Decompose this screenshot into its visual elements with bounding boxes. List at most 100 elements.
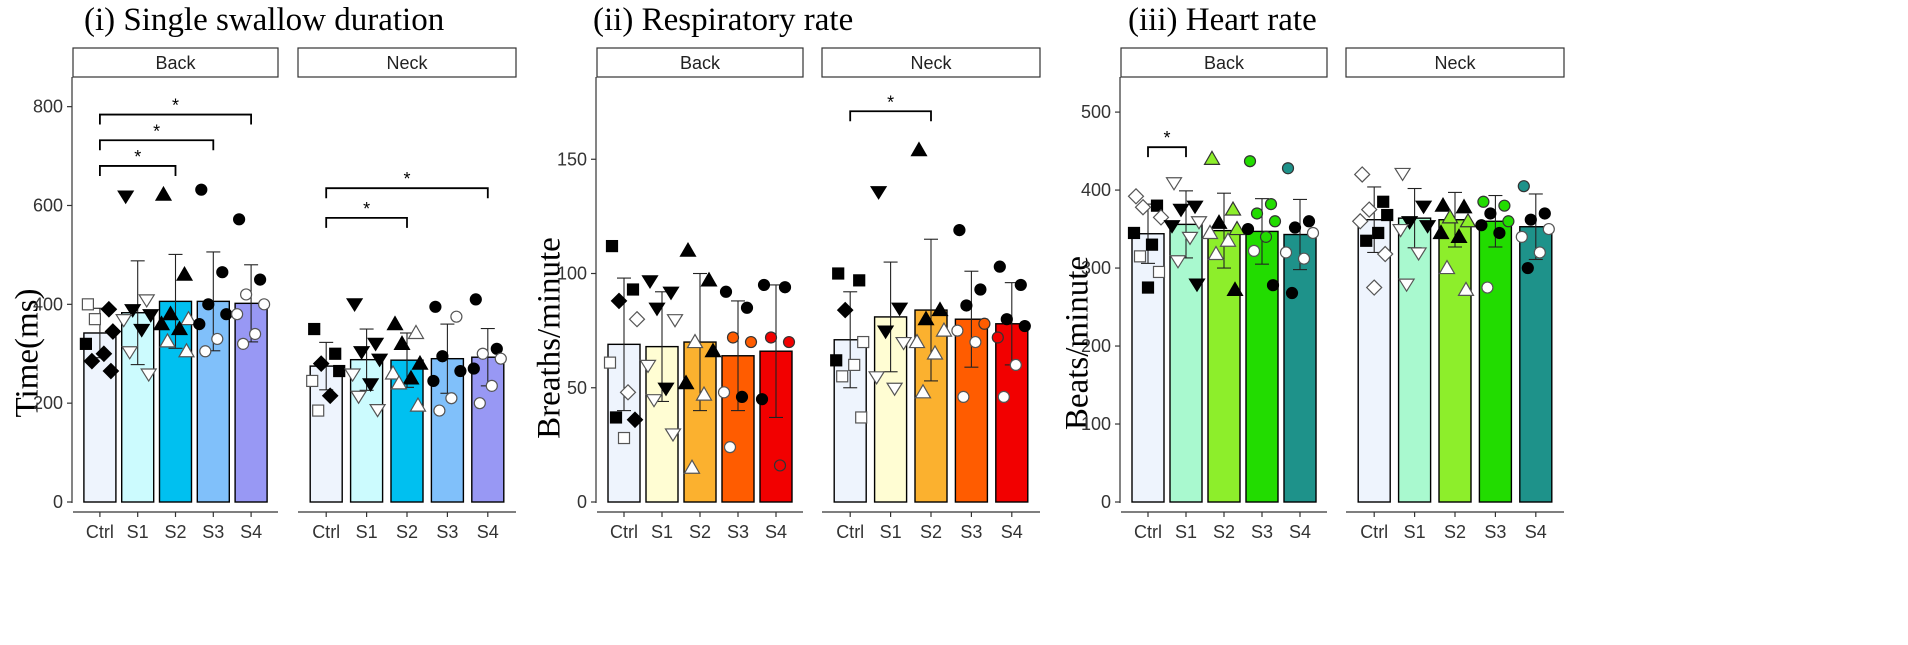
data-point [216,266,229,279]
data-point [454,364,467,378]
bar-ctrl [1131,233,1165,503]
data-point [1493,226,1506,240]
error-bar [883,261,898,373]
data-point [662,286,680,301]
data-point [617,431,631,445]
x-tick-label: S4 [1001,522,1023,542]
y-axis-label: Beats/minute [1060,256,1096,430]
chart-title: (iii) Heart rate [1128,2,1317,38]
data-point [1210,214,1228,229]
data-point [494,352,507,365]
significance-marker: * [153,121,160,141]
data-point [308,322,321,336]
data-point [237,337,250,350]
data-point [154,185,173,201]
data-point [175,265,194,281]
data-point [991,331,1004,344]
data-point [931,301,949,317]
x-tick-label: Ctrl [312,522,340,542]
data-point [740,301,754,314]
data-point [686,333,704,349]
x-tick-label: Ctrl [1360,522,1388,542]
error-bar [1255,198,1269,265]
data-point [1169,255,1187,269]
data-point [773,459,787,472]
data-point [910,141,928,157]
data-point [1351,212,1369,230]
data-point [917,310,935,326]
y-tick-label: 600 [33,195,63,215]
data-point [384,364,402,380]
x-tick-label: S2 [164,522,186,542]
data-point [757,278,771,292]
data-point [1392,223,1410,238]
data-point [138,294,156,309]
facet-strip-label: Neck [910,53,952,73]
y-tick-label: 150 [557,149,587,169]
data-point [836,301,854,319]
data-point [974,283,987,296]
data-point [177,342,196,358]
data-point [1127,187,1145,205]
data-point [312,355,330,372]
data-point [485,379,498,392]
data-point [1247,244,1261,257]
bar-s3 [1245,230,1279,503]
data-point [362,378,380,393]
data-point [645,394,663,408]
x-tick-label: S4 [765,522,787,542]
data-point [1441,208,1459,224]
data-point [1376,245,1394,263]
data-point [957,390,970,403]
x-tick-label: S1 [651,522,673,542]
data-point [409,396,427,412]
data-point [195,183,208,196]
data-point [233,213,246,226]
data-point [993,260,1006,273]
data-point [1207,245,1225,261]
data-point [1288,221,1302,234]
data-point [1394,167,1412,182]
facet-neck: Neck * * Ctrl S1 S2 S3 S4 [297,47,517,542]
data-point [951,324,964,337]
data-point [254,273,267,286]
facet-strip [72,47,279,78]
data-point [1014,278,1027,292]
x-tick-label: S4 [240,522,262,542]
chart-3: (iii) Heart rate Beats/minute 0 100 200 300 40… [1060,2,1565,542]
bar-s1 [120,312,155,503]
data-point [329,347,342,360]
x-tick-label: S2 [1444,522,1466,542]
data-point [1224,200,1242,216]
data-point [124,304,142,318]
data-point [436,350,449,363]
data-point [411,354,429,370]
data-point [1134,198,1152,216]
data-point [764,331,778,344]
data-point [626,411,644,429]
x-tick-label: S1 [356,522,378,542]
data-point [1279,246,1293,259]
data-point [1297,252,1311,265]
data-point [202,298,215,311]
data-point [473,397,486,410]
data-point [88,313,102,326]
data-point [666,314,684,328]
data-point [158,332,177,348]
data-point [1521,261,1534,275]
data-point [870,186,888,200]
x-tick-label: S3 [1251,522,1273,542]
data-point [1141,281,1155,294]
data-point [1455,198,1473,214]
data-point [886,382,904,397]
x-tick-label: S1 [1175,522,1197,542]
bracket-line [99,139,215,151]
data-point [1306,226,1320,240]
data-point [719,285,733,298]
data-point [895,336,913,351]
data-point [978,317,991,330]
data-point [717,386,731,399]
significance-marker: * [1163,128,1170,148]
data-point [1018,319,1031,333]
y-tick-label: 300 [1081,258,1111,278]
